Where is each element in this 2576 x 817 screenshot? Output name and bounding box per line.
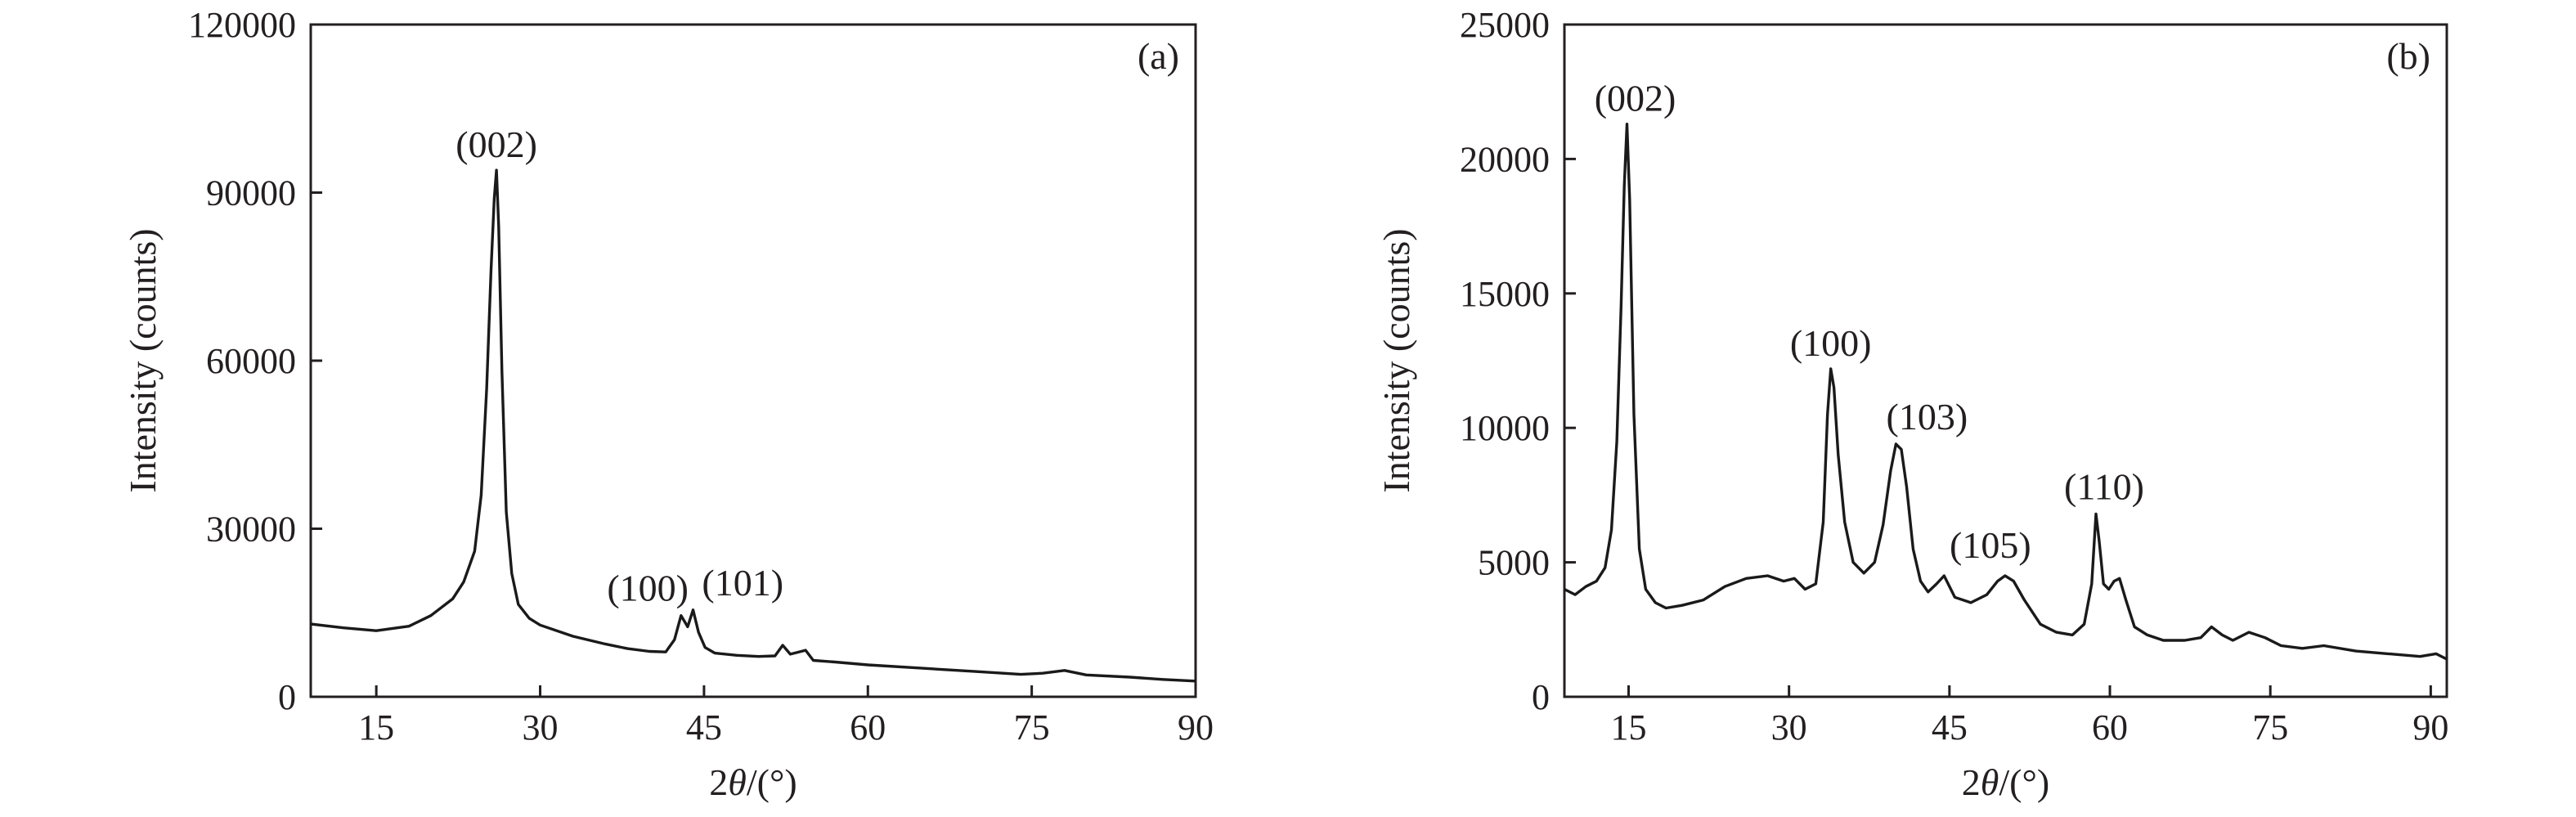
chart-panel-a: 15 30 45 60 75 90 0 30000 60000 90000 120000 (002) (…	[122, 5, 1214, 803]
y-tick-label: 10000	[1460, 408, 1550, 448]
x-tick-label: 45	[1932, 707, 1968, 747]
x-axis-label: 2θ/(°)	[709, 761, 797, 803]
y-tick-label: 0	[278, 677, 296, 717]
y-tick-label: 0	[1532, 677, 1550, 717]
y-tick-label: 30000	[206, 510, 296, 550]
x-tick-label: 75	[1014, 707, 1050, 747]
xrd-series-line	[310, 168, 1196, 683]
x-tick-label: 30	[523, 707, 559, 747]
x-tick-label: 30	[1771, 707, 1807, 747]
x-tick-label: 15	[1610, 707, 1646, 747]
y-tick-label: 60000	[206, 341, 296, 381]
y-axis-label: Intensity (counts)	[122, 228, 164, 492]
x-tick-label: 90	[2412, 707, 2448, 747]
panel-label: (b)	[2386, 35, 2430, 77]
peak-label: (002)	[456, 123, 537, 165]
chart-panel-b: 15 30 45 60 75 90 0 5000 10000 15000 20000 25000 (00…	[1376, 5, 2448, 803]
peak-label: (100)	[1790, 322, 1872, 364]
y-tick-label: 15000	[1460, 274, 1550, 314]
peak-label: (103)	[1887, 396, 1968, 438]
plot-frame	[1563, 23, 2448, 698]
peak-label: (105)	[1950, 524, 2031, 566]
y-tick-label: 120000	[188, 5, 296, 45]
peak-label: (101)	[702, 562, 783, 604]
y-tick-label: 25000	[1460, 5, 1550, 45]
x-tick-label: 45	[686, 707, 722, 747]
peak-label: (110)	[2064, 465, 2144, 507]
y-tick-label: 20000	[1460, 139, 1550, 179]
x-tick-label: 15	[358, 707, 394, 747]
y-tick-label: 5000	[1478, 543, 1550, 583]
x-tick-label: 75	[2252, 707, 2288, 747]
x-tick-label: 60	[850, 707, 886, 747]
peak-label: (100)	[607, 568, 689, 609]
panel-label: (a)	[1138, 35, 1179, 77]
y-tick-label: 90000	[206, 173, 296, 213]
x-tick-label: 90	[1178, 707, 1214, 747]
y-axis-label: Intensity (counts)	[1376, 228, 1417, 492]
x-axis-label: 2θ/(°)	[1962, 761, 2049, 803]
peak-label: (002)	[1595, 78, 1676, 119]
xrd-series-line	[1564, 123, 2448, 661]
x-tick-label: 60	[2092, 707, 2128, 747]
